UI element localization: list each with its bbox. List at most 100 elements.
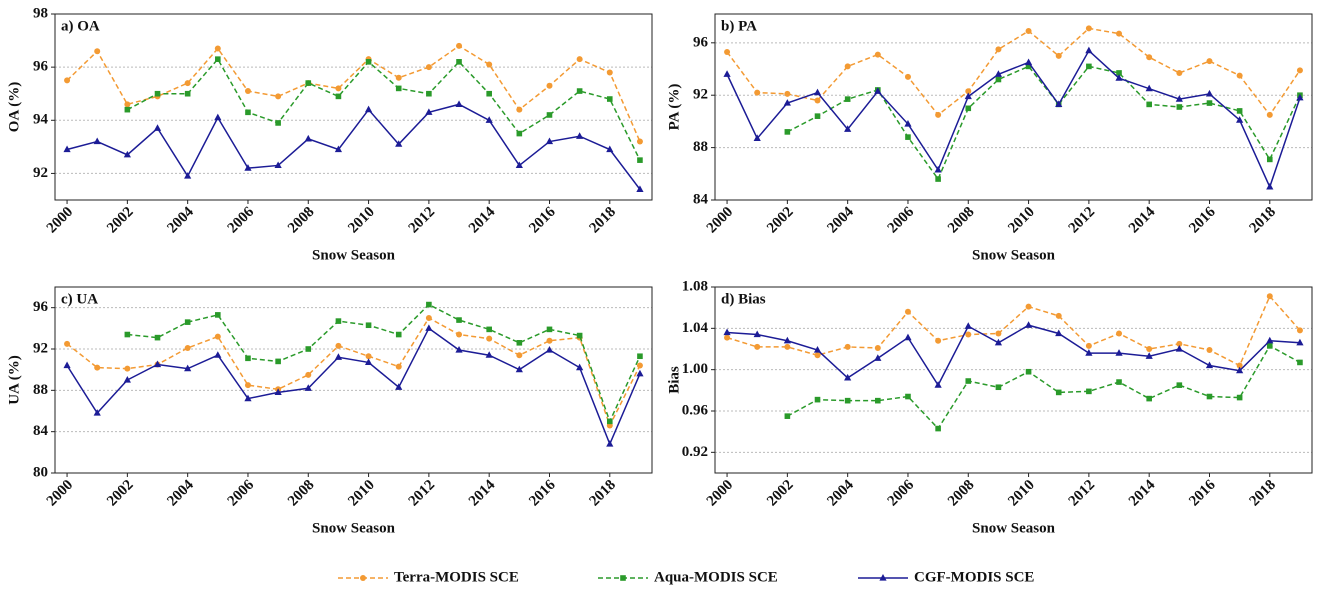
x-tick-label: 2016 bbox=[1186, 477, 1219, 510]
marker bbox=[395, 363, 402, 370]
marker bbox=[754, 343, 761, 350]
x-tick-label: 2008 bbox=[945, 477, 978, 510]
x-tick-label: 2018 bbox=[1247, 204, 1280, 237]
marker bbox=[305, 80, 312, 86]
y-tick-label: 80 bbox=[33, 464, 48, 480]
marker bbox=[244, 88, 251, 95]
marker bbox=[456, 317, 462, 323]
marker bbox=[184, 344, 191, 351]
legend-item: Aqua-MODIS SCE bbox=[598, 569, 778, 585]
x-tick-label: 2016 bbox=[1186, 204, 1219, 237]
marker bbox=[335, 318, 342, 324]
marker bbox=[274, 161, 282, 169]
marker bbox=[154, 334, 161, 341]
marker bbox=[154, 90, 161, 97]
marker bbox=[365, 353, 372, 360]
plot-frame bbox=[714, 13, 1313, 201]
marker bbox=[636, 369, 644, 377]
marker bbox=[64, 340, 71, 347]
marker bbox=[905, 134, 911, 140]
marker bbox=[1296, 93, 1304, 101]
y-tick-label: 0.96 bbox=[682, 402, 709, 418]
legend-label: CGF-MODIS SCE bbox=[914, 569, 1034, 585]
marker bbox=[1086, 63, 1092, 70]
marker bbox=[304, 134, 312, 142]
y-tick-label: 92 bbox=[33, 340, 48, 356]
marker bbox=[1175, 345, 1183, 352]
marker bbox=[1266, 156, 1273, 163]
marker bbox=[965, 88, 972, 95]
marker bbox=[1205, 361, 1214, 369]
marker bbox=[1024, 58, 1033, 66]
marker bbox=[576, 132, 584, 139]
legend-marker bbox=[620, 575, 626, 581]
x-tick-label: 2000 bbox=[704, 477, 737, 510]
marker bbox=[1176, 382, 1183, 388]
marker bbox=[124, 331, 131, 338]
marker bbox=[995, 76, 1002, 83]
x-tick-label: 2008 bbox=[285, 204, 318, 237]
marker bbox=[994, 338, 1003, 346]
marker bbox=[335, 85, 342, 92]
x-tick-label: 2012 bbox=[406, 204, 439, 237]
marker bbox=[395, 74, 402, 81]
marker bbox=[1176, 69, 1183, 76]
marker bbox=[153, 360, 162, 368]
marker bbox=[335, 342, 342, 349]
marker bbox=[753, 330, 761, 338]
marker bbox=[275, 358, 281, 365]
marker bbox=[214, 45, 221, 52]
x-tick-label: 2000 bbox=[704, 204, 737, 237]
marker bbox=[754, 89, 761, 96]
marker bbox=[636, 185, 644, 192]
marker bbox=[1266, 182, 1274, 190]
marker bbox=[1025, 303, 1032, 310]
marker bbox=[1176, 104, 1183, 110]
series-line bbox=[127, 57, 641, 161]
marker bbox=[546, 326, 553, 333]
marker bbox=[1055, 100, 1063, 107]
marker bbox=[516, 352, 523, 359]
marker bbox=[485, 351, 493, 358]
y-tick-label: 1.00 bbox=[682, 361, 708, 377]
legend-marker bbox=[879, 574, 887, 581]
marker bbox=[904, 308, 911, 315]
series-line bbox=[66, 103, 641, 190]
marker bbox=[784, 129, 791, 135]
marker bbox=[1236, 72, 1243, 79]
series-line bbox=[66, 317, 641, 428]
marker bbox=[63, 145, 71, 153]
marker bbox=[874, 354, 882, 361]
marker bbox=[244, 382, 251, 389]
marker bbox=[1146, 346, 1153, 352]
x-tick-label: 2012 bbox=[1066, 204, 1099, 237]
y-axis-label: Bias bbox=[666, 366, 682, 394]
marker bbox=[1085, 342, 1092, 349]
marker bbox=[935, 176, 941, 182]
marker bbox=[576, 56, 583, 63]
x-tick-label: 2010 bbox=[1005, 477, 1038, 510]
x-tick-label: 2010 bbox=[1005, 204, 1038, 237]
marker bbox=[275, 120, 281, 126]
marker bbox=[184, 172, 192, 179]
x-tick-label: 2004 bbox=[164, 477, 197, 510]
y-tick-label: 1.04 bbox=[682, 320, 709, 336]
x-axis-label: Snow Season bbox=[312, 247, 396, 263]
x-tick-label: 2014 bbox=[1126, 204, 1159, 237]
marker bbox=[546, 337, 553, 344]
marker bbox=[1055, 52, 1062, 59]
x-tick-label: 2018 bbox=[1247, 477, 1280, 510]
x-tick-label: 2014 bbox=[466, 477, 499, 510]
marker bbox=[546, 82, 553, 89]
marker bbox=[844, 125, 852, 132]
x-tick-label: 2004 bbox=[824, 477, 857, 510]
x-tick-label: 2002 bbox=[104, 477, 137, 510]
y-tick-label: 88 bbox=[693, 139, 708, 155]
marker bbox=[844, 96, 851, 102]
x-tick-label: 2016 bbox=[526, 477, 559, 510]
marker bbox=[813, 346, 822, 353]
series-line bbox=[66, 44, 641, 142]
legend-item: Terra-MODIS SCE bbox=[338, 569, 519, 585]
marker bbox=[753, 134, 761, 142]
marker bbox=[964, 92, 972, 100]
